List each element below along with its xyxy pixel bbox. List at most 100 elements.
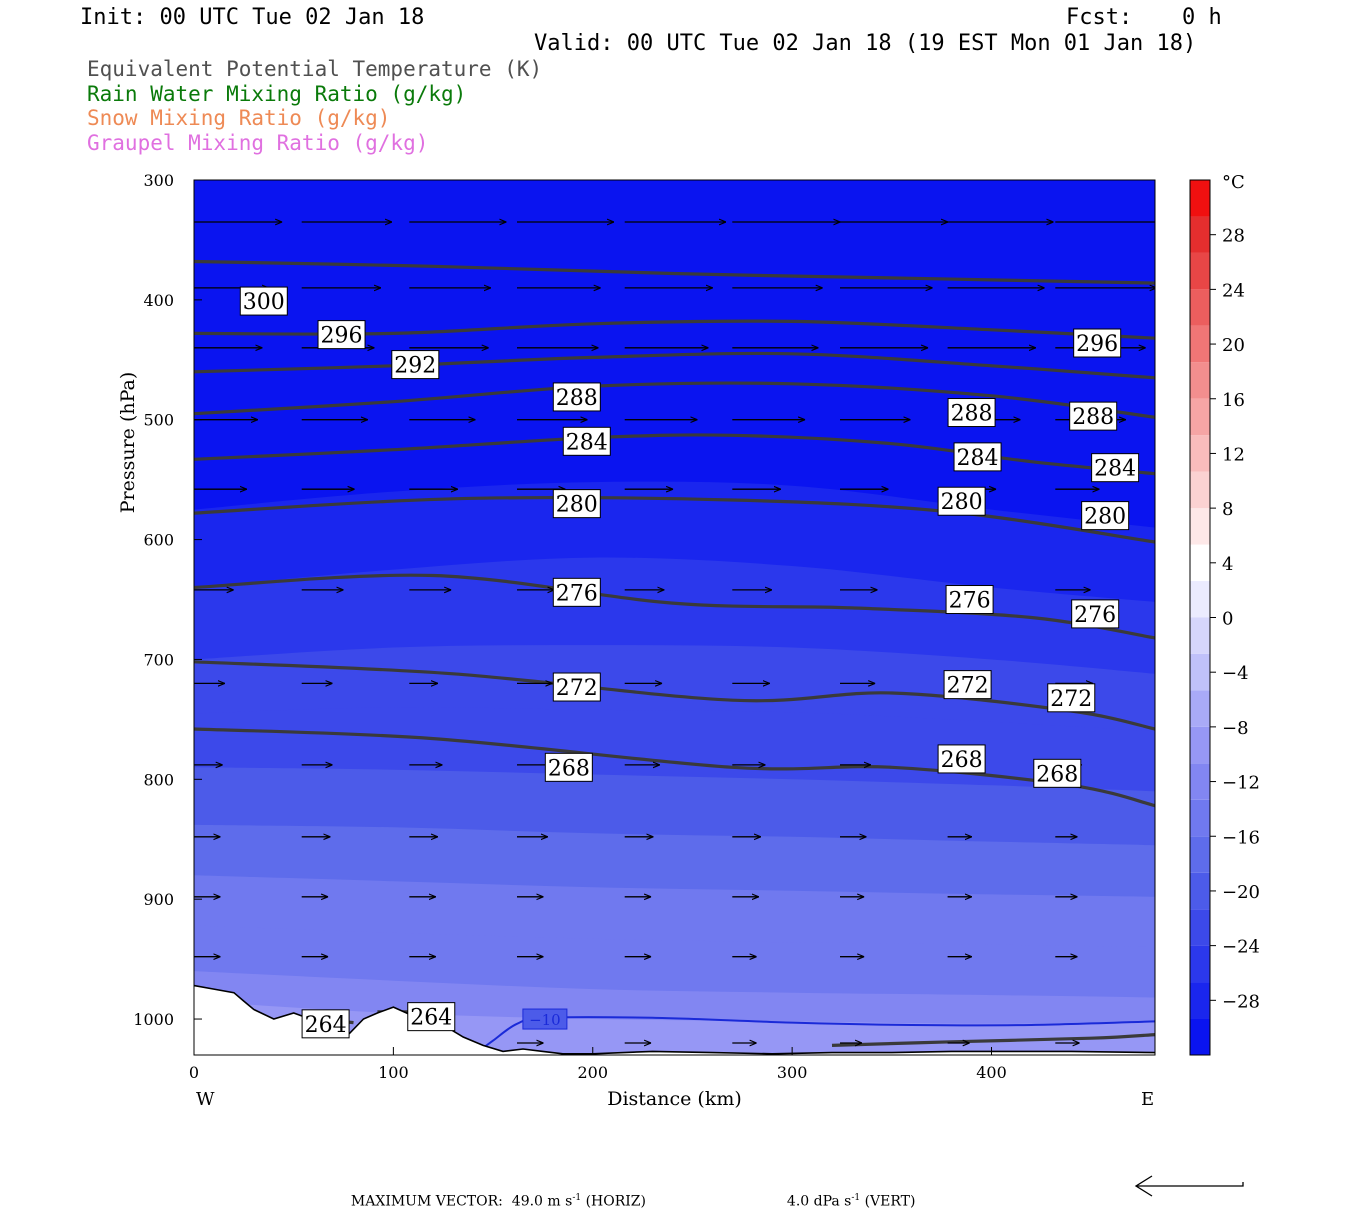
y-axis-label: Pressure (hPa): [117, 372, 139, 514]
colorbar-label: 24: [1222, 280, 1245, 301]
colorbar-swatch: [1190, 690, 1210, 727]
theta-e-label-box: [937, 744, 986, 774]
colorbar-swatch: [1190, 435, 1210, 472]
y-tick-label: 500: [143, 411, 174, 430]
colorbar-swatch: [1190, 252, 1210, 290]
colorbar-label: 8: [1222, 499, 1233, 520]
vert-value: 4.0 dPa s: [786, 1193, 852, 1210]
colorbar-swatch: [1190, 763, 1210, 800]
horiz-tag: (HORIZ): [585, 1193, 646, 1210]
theta-e-label-box: [943, 670, 992, 700]
theta-e-label-box: [317, 320, 366, 350]
legend-graupel: Graupel Mixing Ratio (g/kg): [87, 131, 429, 155]
theta-e-label: 264: [410, 1006, 452, 1031]
y-tick-label: 400: [143, 291, 174, 310]
theta-e-label: 268: [1036, 762, 1078, 787]
theta-e-label: 272: [1050, 687, 1092, 712]
theta-e-contour: [194, 433, 1155, 476]
theta-e-label-box: [1091, 453, 1140, 483]
colorbar-swatch: [1190, 544, 1210, 582]
colorbar-swatch: [1190, 180, 1210, 217]
theta-e-label-box: [301, 1009, 350, 1039]
theta-e-contour: [831, 1033, 1155, 1047]
temperature-fill: [194, 180, 1155, 1055]
theta-e-label-box: [562, 426, 611, 456]
theta-e-contour: [194, 259, 1155, 285]
theta-e-label-box: [1047, 683, 1096, 713]
max-vector-vert: 4.0 dPa s-1 (VERT): [778, 1177, 916, 1210]
y-tick-label: 900: [143, 890, 174, 909]
y-tick-label: 300: [143, 171, 174, 190]
colorbar-swatch: [1190, 1018, 1210, 1055]
theta-e-label: 288: [1072, 405, 1114, 430]
y-tick-label: 1000: [133, 1010, 174, 1029]
theta-e-label: 284: [957, 446, 999, 471]
colorbar-swatch: [1190, 471, 1210, 509]
x-tick-label: 200: [577, 1063, 608, 1082]
theta-e-label-box: [937, 486, 986, 516]
colorbar-label: −4: [1222, 663, 1249, 684]
colorbar: 28 24 20 16 12 8 4 0 −4 −8 −12 −16 −20 −24 −28 °C: [1189, 172, 1260, 1056]
theta-e-label: 264: [305, 1013, 347, 1038]
colorbar-label: −12: [1222, 773, 1260, 794]
colorbar-label: −8: [1222, 718, 1249, 739]
colorbar-label: −28: [1222, 991, 1260, 1012]
colorbar-label: −16: [1222, 827, 1260, 848]
legend-snow: Snow Mixing Ratio (g/kg): [87, 106, 391, 130]
theta-e-label: 280: [941, 490, 983, 515]
max-vector-label: MAXIMUM VECTOR:: [350, 1193, 503, 1210]
colorbar-swatch: [1190, 653, 1210, 691]
east-label: E: [1141, 1089, 1154, 1110]
theta-e-label-box: [947, 398, 996, 428]
x-tick-label: 300: [777, 1063, 808, 1082]
colorbar-label: 0: [1222, 609, 1233, 630]
colorbar-swatch: [1190, 362, 1210, 399]
colorbar-swatch: [1190, 325, 1210, 363]
minus10-isotherm: [476, 1016, 1155, 1054]
x-tick-label: 400: [976, 1063, 1007, 1082]
axes: 300 400 500 600 700 800 900 1000 0 100 200 300 400 W E…: [117, 171, 1154, 1110]
theta-e-label: 296: [321, 324, 363, 349]
minus10-label-box: [522, 1008, 568, 1030]
colorbar-swatch: [1190, 909, 1210, 946]
theta-e-label: 276: [1074, 603, 1116, 628]
theta-e-label-box: [552, 382, 601, 412]
max-vector-horiz: MAXIMUM VECTOR: 49.0 m s-1 (HORIZ): [342, 1177, 646, 1210]
theta-e-contour: [194, 381, 1155, 419]
legend-theta-e: Equivalent Potential Temperature (K): [87, 57, 543, 81]
theta-e-label: 284: [566, 430, 608, 455]
theta-e-label: 280: [1084, 505, 1126, 530]
colorbar-label: 20: [1222, 335, 1245, 356]
colorbar-swatch: [1190, 398, 1210, 436]
theta-e-labels: 300 296 292 288 284 280 276 272 268 264 264 296 288 2…: [239, 286, 1140, 1039]
forecast-hour: 0 h: [1182, 5, 1222, 30]
horiz-value: 49.0 m s: [511, 1193, 573, 1210]
theta-e-label-box: [1073, 328, 1122, 358]
y-tick-label: 700: [143, 650, 174, 669]
west-label: W: [196, 1089, 215, 1110]
theta-e-label-box: [1081, 501, 1130, 531]
theta-e-contour: [194, 496, 1155, 544]
valid-time: Valid: 00 UTC Tue 02 Jan 18 (19 EST Mon …: [534, 31, 1197, 56]
vert-exp: -1: [851, 1193, 861, 1203]
colorbar-label: 16: [1222, 390, 1245, 411]
theta-e-label-box: [544, 752, 593, 782]
theta-e-label: 276: [556, 581, 598, 606]
x-tick-label: 0: [189, 1063, 199, 1082]
horiz-exp: -1: [572, 1193, 582, 1203]
colorbar-swatch: [1190, 836, 1210, 873]
theta-e-label: 284: [1094, 457, 1136, 482]
theta-e-label-box: [1069, 401, 1118, 431]
colorbar-label: 4: [1222, 554, 1233, 575]
theta-e-label-box: [945, 585, 994, 615]
legend-rain-water: Rain Water Mixing Ratio (g/kg): [87, 82, 467, 106]
y-tick-label: 600: [143, 531, 174, 550]
colorbar-label: −20: [1222, 882, 1260, 903]
theta-e-label-box: [1071, 599, 1120, 629]
colorbar-unit: °C: [1222, 172, 1245, 193]
colorbar-swatch: [1190, 872, 1210, 910]
theta-e-label: 268: [548, 756, 590, 781]
theta-e-label-box: [552, 672, 601, 702]
theta-e-contour: [194, 573, 1155, 640]
below-ground: [194, 985, 1155, 1055]
